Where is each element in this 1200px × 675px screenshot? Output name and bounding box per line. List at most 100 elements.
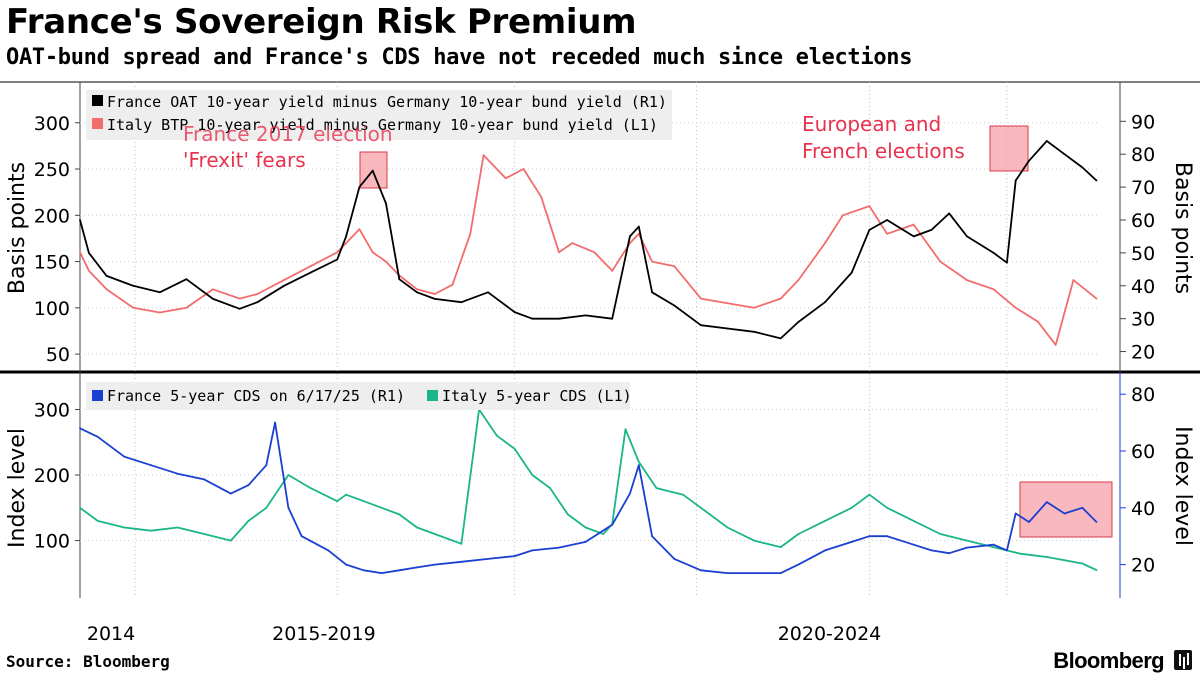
france-cds-point: [123, 455, 126, 458]
italy-cds-line: [79, 408, 1097, 571]
legend-swatch-france-cds: [92, 390, 103, 401]
france-cds-point: [966, 546, 968, 549]
italy-spread-point: [132, 306, 135, 309]
france-spread-point: [212, 298, 214, 300]
italy-spread-point: [593, 251, 596, 254]
france-cds-point: [637, 464, 640, 467]
france-spread-point: [460, 301, 463, 304]
france-cds-point: [229, 492, 232, 495]
france-spread-point: [629, 235, 631, 238]
right-tick-label: 40: [1131, 276, 1155, 298]
france-spread-point: [850, 271, 853, 274]
italy-cds-point: [602, 533, 605, 535]
italy-spread-point: [1014, 306, 1017, 309]
italy-spread-point: [345, 242, 347, 245]
italy-cds-point: [824, 520, 826, 522]
italy-cds-point: [655, 487, 658, 489]
italy-spread-point: [79, 251, 81, 254]
right-tick-label: 20: [1131, 555, 1155, 577]
italy-cds-point: [850, 506, 853, 509]
right-tick-label: 60: [1131, 441, 1155, 463]
italy-cds-point: [566, 513, 569, 516]
italy-spread-point: [185, 306, 188, 309]
france-spread-point: [371, 169, 374, 172]
italy-cds-point: [398, 513, 401, 516]
italy-spread-point: [824, 242, 826, 245]
italy-cds-point: [624, 428, 627, 431]
italy-spread-point: [212, 288, 214, 291]
italy-cds-point: [309, 487, 312, 489]
italy-cds-point: [229, 539, 232, 542]
france-spread-point: [487, 291, 489, 294]
annotation-elections-1: European and: [802, 112, 941, 136]
france-spread-point: [345, 235, 347, 238]
france-cds-point: [247, 484, 250, 486]
right-tick-label: 30: [1131, 309, 1155, 331]
italy-cds-point: [682, 493, 684, 496]
italy-cds-point: [637, 461, 640, 463]
italy-spread-point: [358, 228, 361, 231]
italy-cds-point: [1019, 552, 1022, 555]
italy-spread-point: [469, 232, 472, 235]
italy-spread-point: [992, 288, 995, 291]
france-spread-point: [992, 252, 995, 254]
france-spread-point: [797, 321, 800, 323]
right-tick-label: 60: [1131, 210, 1155, 232]
france-spread-point: [336, 258, 339, 261]
france-spread-point: [930, 229, 933, 231]
italy-spread-point: [522, 168, 525, 170]
italy-cds-point: [531, 474, 534, 476]
france-cds-point: [150, 464, 152, 467]
italy-cds-point: [584, 526, 587, 529]
france-cds-point: [1063, 512, 1066, 515]
france-cds-point: [584, 541, 587, 543]
france-cds-point: [345, 563, 347, 566]
france-cds-point: [96, 435, 99, 438]
france-spread-point: [433, 298, 436, 300]
right-tick-label: 50: [1131, 243, 1155, 265]
france-cds-point: [460, 560, 463, 563]
italy-cds-point: [496, 434, 498, 437]
italy-spread-point: [673, 265, 676, 268]
italy-spread-point: [482, 154, 485, 157]
italy-cds-point: [549, 487, 551, 489]
annotation-frexit-2: 'Frexit' fears: [183, 148, 306, 172]
france-cds-line: [79, 421, 1098, 574]
france-spread-point: [700, 324, 702, 327]
france-cds-point: [948, 552, 951, 555]
legend-label-italy-spread: Italy BTP 10-year yield minus Germany 10…: [107, 116, 658, 134]
france-cds-point: [380, 572, 383, 574]
france-spread-point: [256, 301, 259, 304]
france-spread-point: [886, 219, 888, 221]
france-cds-point: [1028, 521, 1030, 523]
italy-cds-point: [287, 474, 290, 476]
italy-spread-point: [1095, 297, 1098, 300]
italy-spread-point: [1072, 279, 1075, 281]
italy-spread-point: [571, 242, 574, 245]
right-tick-label: 80: [1131, 144, 1155, 166]
italy-cds-point: [79, 506, 81, 509]
left-tick-label: 250: [34, 159, 70, 181]
france-cds-point: [700, 569, 702, 572]
italy-spread-point: [868, 205, 871, 208]
italy-cds-point: [345, 493, 347, 496]
italy-cds-point: [416, 526, 418, 529]
italy-cds-point: [753, 539, 755, 542]
italy-cds-point: [336, 500, 339, 503]
x-tick-label: 2020-2024: [778, 623, 882, 645]
x-tick-label: 2014: [87, 623, 135, 645]
france-cds-point: [362, 569, 365, 572]
annotation-elections-2: French elections: [802, 139, 965, 163]
italy-cds-point: [150, 529, 152, 532]
italy-spread-point: [371, 251, 374, 254]
right-tick-label: 90: [1131, 111, 1155, 133]
top-legend-box: [86, 90, 672, 140]
france-spread-point: [966, 235, 968, 238]
italy-cds-point: [247, 520, 250, 522]
italy-cds-point: [992, 546, 995, 548]
legend-swatch-italy-spread: [92, 118, 103, 129]
france-spread-point: [385, 202, 387, 205]
france-spread-point: [79, 219, 81, 221]
italy-spread-point: [238, 297, 241, 300]
